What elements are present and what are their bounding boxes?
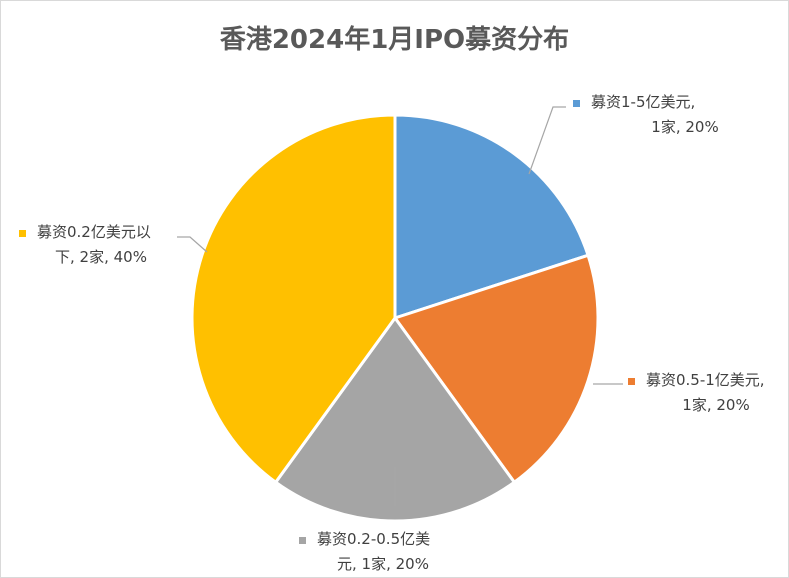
chart-title: 香港2024年1月IPO募资分布 [219,25,570,55]
legend-marker-1 [573,100,580,107]
legend-marker-3 [299,537,306,544]
data-label-2-line-1: 募资0.5-1亿美元, [646,371,765,389]
data-label-4-line-1: 募资0.2亿美元以 [37,223,151,241]
pie-slice-2 [392,253,600,485]
data-label-1-line-1: 募资1-5亿美元, [591,93,695,111]
pie-slice-4 [190,113,397,485]
pie-slice-3 [273,315,517,523]
data-label-3-line-1: 募资0.2-0.5亿美 [317,530,430,548]
data-label-2-line-2: 1家, 20% [682,396,749,414]
data-label-4-line-2: 下, 2家, 40% [55,248,147,266]
data-label-3-line-2: 元, 1家, 20% [337,555,429,573]
data-label-1-line-2: 1家, 20% [651,118,718,136]
leader-line-1 [528,106,566,175]
legend-marker-4 [19,230,26,237]
legend-marker-2 [628,378,635,385]
pie-slice-1 [393,113,590,321]
leader-line-4 [177,236,208,253]
